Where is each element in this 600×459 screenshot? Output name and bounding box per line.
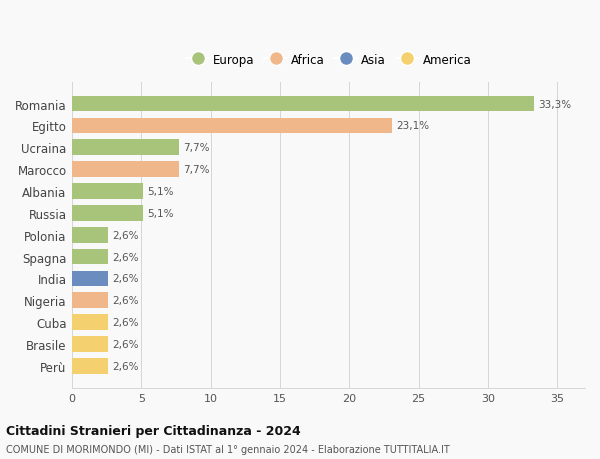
- Bar: [72, 358, 108, 374]
- Bar: [72, 184, 143, 200]
- Bar: [72, 271, 108, 287]
- Text: 5,1%: 5,1%: [147, 208, 173, 218]
- Text: 7,7%: 7,7%: [183, 143, 209, 153]
- Text: 7,7%: 7,7%: [183, 165, 209, 175]
- Text: 2,6%: 2,6%: [112, 230, 139, 240]
- Bar: [72, 227, 108, 243]
- Bar: [72, 118, 392, 134]
- Text: 33,3%: 33,3%: [538, 99, 571, 109]
- Bar: [72, 96, 534, 112]
- Bar: [72, 249, 108, 265]
- Text: 2,6%: 2,6%: [112, 318, 139, 328]
- Bar: [72, 206, 143, 221]
- Text: 23,1%: 23,1%: [397, 121, 430, 131]
- Text: 2,6%: 2,6%: [112, 252, 139, 262]
- Text: 2,6%: 2,6%: [112, 361, 139, 371]
- Bar: [72, 315, 108, 330]
- Text: Cittadini Stranieri per Cittadinanza - 2024: Cittadini Stranieri per Cittadinanza - 2…: [6, 424, 301, 437]
- Text: 2,6%: 2,6%: [112, 296, 139, 306]
- Text: 2,6%: 2,6%: [112, 339, 139, 349]
- Bar: [72, 336, 108, 352]
- Legend: Europa, Africa, Asia, America: Europa, Africa, Asia, America: [181, 49, 476, 71]
- Bar: [72, 140, 179, 156]
- Text: COMUNE DI MORIMONDO (MI) - Dati ISTAT al 1° gennaio 2024 - Elaborazione TUTTITAL: COMUNE DI MORIMONDO (MI) - Dati ISTAT al…: [6, 444, 450, 454]
- Text: 2,6%: 2,6%: [112, 274, 139, 284]
- Text: 5,1%: 5,1%: [147, 187, 173, 196]
- Bar: [72, 293, 108, 308]
- Bar: [72, 162, 179, 178]
